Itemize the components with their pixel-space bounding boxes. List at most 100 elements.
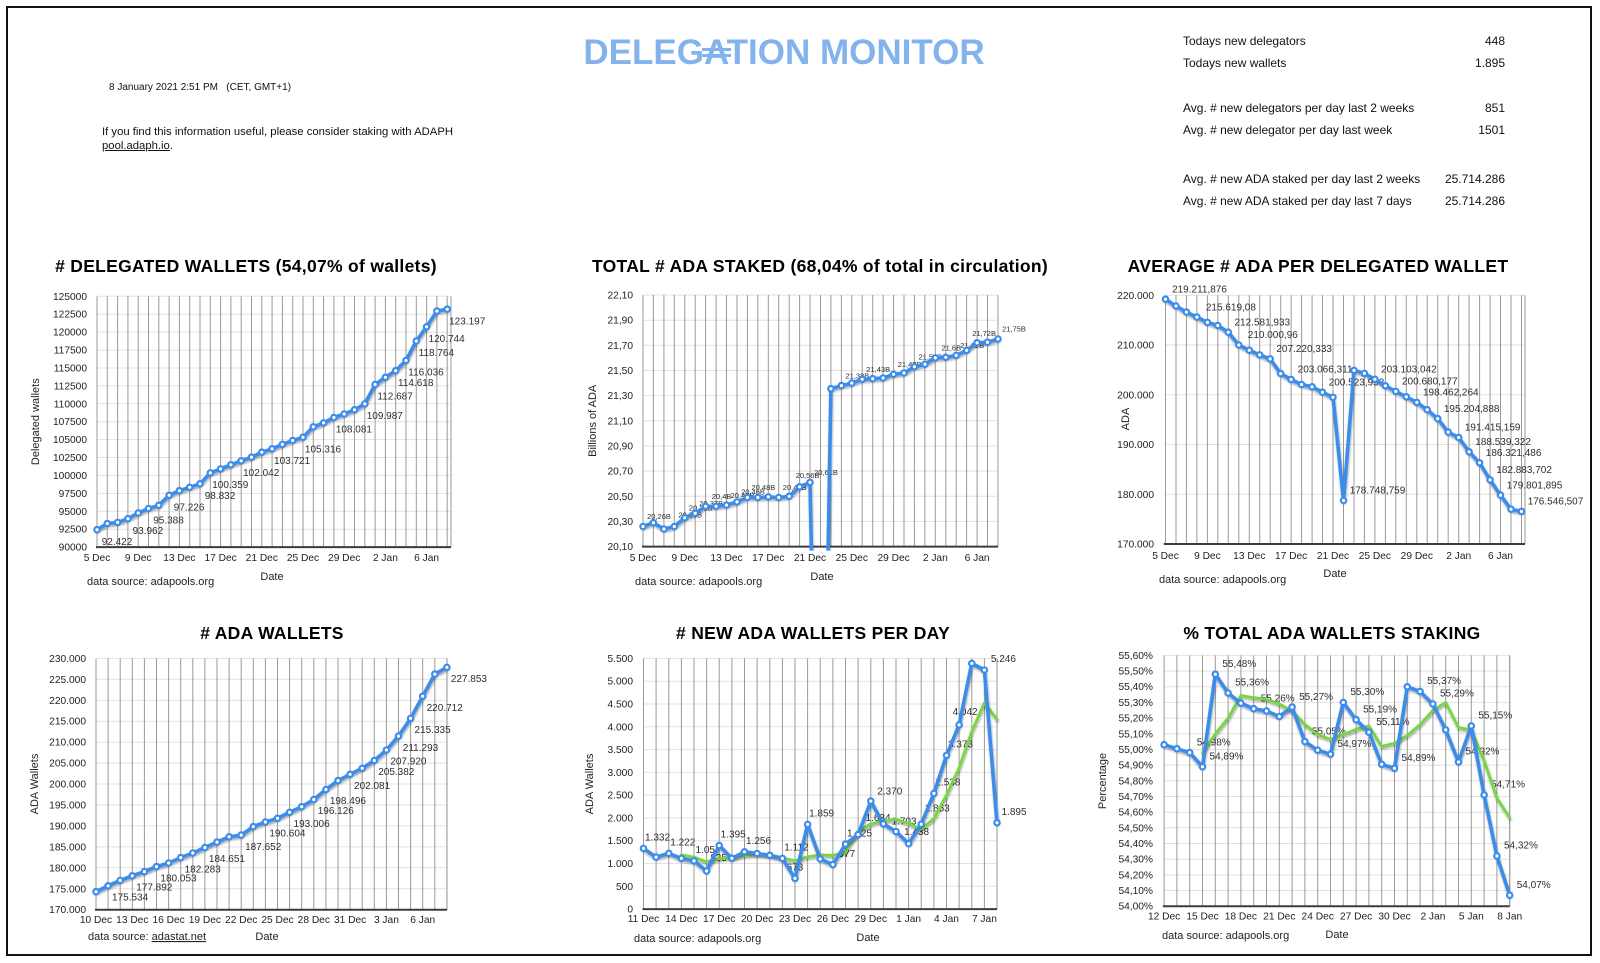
- svg-text:215.000: 215.000: [49, 717, 86, 728]
- svg-text:55,20%: 55,20%: [1118, 714, 1153, 725]
- svg-text:176.546,507: 176.546,507: [1528, 497, 1584, 508]
- svg-text:21,70: 21,70: [608, 341, 634, 352]
- svg-text:175.534: 175.534: [112, 893, 149, 904]
- svg-text:data source: adapools.org: data source: adapools.org: [634, 933, 761, 945]
- svg-text:187.652: 187.652: [245, 842, 282, 853]
- svg-text:54,60%: 54,60%: [1118, 808, 1153, 819]
- svg-text:95.388: 95.388: [153, 516, 184, 527]
- svg-text:4.042: 4.042: [953, 707, 978, 718]
- svg-text:54,97%: 54,97%: [1338, 739, 1372, 750]
- svg-text:112500: 112500: [54, 381, 88, 392]
- svg-text:20,46B: 20,46B: [741, 488, 765, 497]
- svg-text:25 Dec: 25 Dec: [287, 553, 319, 564]
- svg-text:24 Dec: 24 Dec: [1302, 912, 1334, 923]
- svg-text:112.687: 112.687: [377, 392, 413, 403]
- svg-text:55,30%: 55,30%: [1350, 687, 1384, 698]
- svg-text:179.801,895: 179.801,895: [1507, 480, 1563, 491]
- svg-text:Billions of ADA: Billions of ADA: [587, 384, 599, 457]
- svg-text:20,90: 20,90: [608, 442, 634, 453]
- svg-text:2.000: 2.000: [608, 813, 634, 824]
- svg-text:90000: 90000: [59, 543, 88, 554]
- svg-text:13 Dec: 13 Dec: [1233, 551, 1265, 562]
- svg-text:97.226: 97.226: [174, 503, 205, 514]
- svg-text:2.370: 2.370: [877, 786, 902, 797]
- svg-text:13 Dec: 13 Dec: [163, 553, 195, 564]
- svg-text:21,38B: 21,38B: [846, 371, 870, 380]
- svg-text:191.415,159: 191.415,159: [1465, 423, 1521, 434]
- svg-text:2 Jan: 2 Jan: [373, 553, 398, 564]
- svg-text:11 Dec: 11 Dec: [628, 914, 660, 925]
- svg-text:225.000: 225.000: [49, 675, 86, 686]
- svg-text:207.220,333: 207.220,333: [1276, 344, 1332, 355]
- svg-text:17 Dec: 17 Dec: [703, 914, 735, 925]
- svg-text:3.000: 3.000: [608, 768, 634, 779]
- svg-text:# DELEGATED WALLETS (54,07% of: # DELEGATED WALLETS (54,07% of wallets): [55, 256, 437, 276]
- svg-text:data source: adapools.org: data source: adapools.org: [1159, 574, 1286, 586]
- svg-text:103.721: 103.721: [274, 456, 311, 467]
- svg-text:178.748,759: 178.748,759: [1350, 486, 1406, 497]
- svg-text:55,19%: 55,19%: [1363, 704, 1397, 715]
- svg-text:Date: Date: [1323, 568, 1346, 580]
- svg-text:55,27%: 55,27%: [1299, 692, 1333, 703]
- svg-text:210.000: 210.000: [1117, 341, 1154, 352]
- svg-text:2.538: 2.538: [935, 778, 960, 789]
- svg-text:1.000: 1.000: [608, 859, 634, 870]
- svg-text:% TOTAL ADA WALLETS STAKING: % TOTAL ADA WALLETS STAKING: [1183, 623, 1480, 643]
- svg-text:21,43B: 21,43B: [866, 365, 890, 374]
- svg-text:195.000: 195.000: [49, 801, 86, 812]
- svg-text:180.000: 180.000: [1117, 490, 1154, 501]
- svg-text:190.000: 190.000: [49, 821, 86, 832]
- svg-text:180.000: 180.000: [49, 863, 86, 874]
- svg-text:5 Dec: 5 Dec: [630, 553, 657, 564]
- svg-text:21 Dec: 21 Dec: [1317, 551, 1349, 562]
- svg-text:55,37%: 55,37%: [1427, 676, 1461, 687]
- svg-text:55,11%: 55,11%: [1376, 717, 1409, 728]
- svg-text:54,92%: 54,92%: [1466, 747, 1500, 758]
- svg-text:9 Dec: 9 Dec: [1194, 551, 1221, 562]
- svg-text:6 Jan: 6 Jan: [965, 553, 990, 564]
- svg-text:1.112: 1.112: [784, 843, 809, 854]
- svg-text:227.853: 227.853: [451, 674, 488, 685]
- svg-text:19 Dec: 19 Dec: [189, 915, 221, 926]
- svg-text:Date: Date: [1325, 929, 1348, 941]
- svg-text:105.316: 105.316: [305, 445, 342, 456]
- svg-text:AVERAGE # ADA PER DELEGATED WA: AVERAGE # ADA PER DELEGATED WALLET: [1128, 256, 1509, 276]
- svg-text:54,10%: 54,10%: [1118, 886, 1153, 897]
- svg-text:198.462,264: 198.462,264: [1423, 388, 1479, 399]
- svg-text:5.500: 5.500: [608, 654, 634, 665]
- svg-text:1.500: 1.500: [608, 836, 634, 847]
- svg-text:21,75B: 21,75B: [1002, 325, 1026, 334]
- svg-text:data source: adapools.org: data source: adapools.org: [1162, 930, 1289, 942]
- svg-text:Date: Date: [810, 571, 833, 583]
- svg-text:21,10: 21,10: [608, 416, 634, 427]
- svg-text:190.000: 190.000: [1117, 440, 1154, 451]
- svg-text:54,70%: 54,70%: [1118, 792, 1153, 803]
- svg-text:219.211,876: 219.211,876: [1172, 284, 1227, 295]
- svg-text:211.293: 211.293: [403, 743, 439, 754]
- svg-text:21,50: 21,50: [608, 366, 634, 377]
- svg-text:2 Jan: 2 Jan: [1420, 912, 1445, 923]
- svg-text:100.359: 100.359: [212, 480, 249, 491]
- svg-text:Date: Date: [260, 571, 283, 583]
- svg-text:200.000: 200.000: [49, 780, 86, 791]
- svg-text:54,20%: 54,20%: [1118, 870, 1153, 881]
- svg-text:116.036: 116.036: [408, 368, 444, 379]
- svg-text:1.222: 1.222: [670, 838, 695, 849]
- svg-text:18 Dec: 18 Dec: [1225, 912, 1257, 923]
- svg-text:1.332: 1.332: [645, 833, 670, 844]
- svg-text:55,40%: 55,40%: [1118, 682, 1153, 693]
- svg-text:20,48B: 20,48B: [752, 483, 776, 492]
- svg-text:3.373: 3.373: [948, 740, 973, 751]
- svg-text:220.000: 220.000: [1117, 291, 1154, 302]
- svg-text:0: 0: [627, 905, 633, 916]
- svg-text:9 Dec: 9 Dec: [125, 553, 152, 564]
- svg-text:3.500: 3.500: [608, 745, 634, 756]
- svg-text:21,72B: 21,72B: [972, 329, 996, 338]
- svg-text:97500: 97500: [59, 489, 88, 500]
- svg-text:198.496: 198.496: [330, 796, 367, 807]
- svg-text:109.987: 109.987: [367, 411, 404, 422]
- svg-text:21 Dec: 21 Dec: [246, 553, 278, 564]
- svg-text:180.053: 180.053: [160, 873, 197, 884]
- svg-text:15 Dec: 15 Dec: [1186, 912, 1218, 923]
- svg-text:55,10%: 55,10%: [1118, 729, 1153, 740]
